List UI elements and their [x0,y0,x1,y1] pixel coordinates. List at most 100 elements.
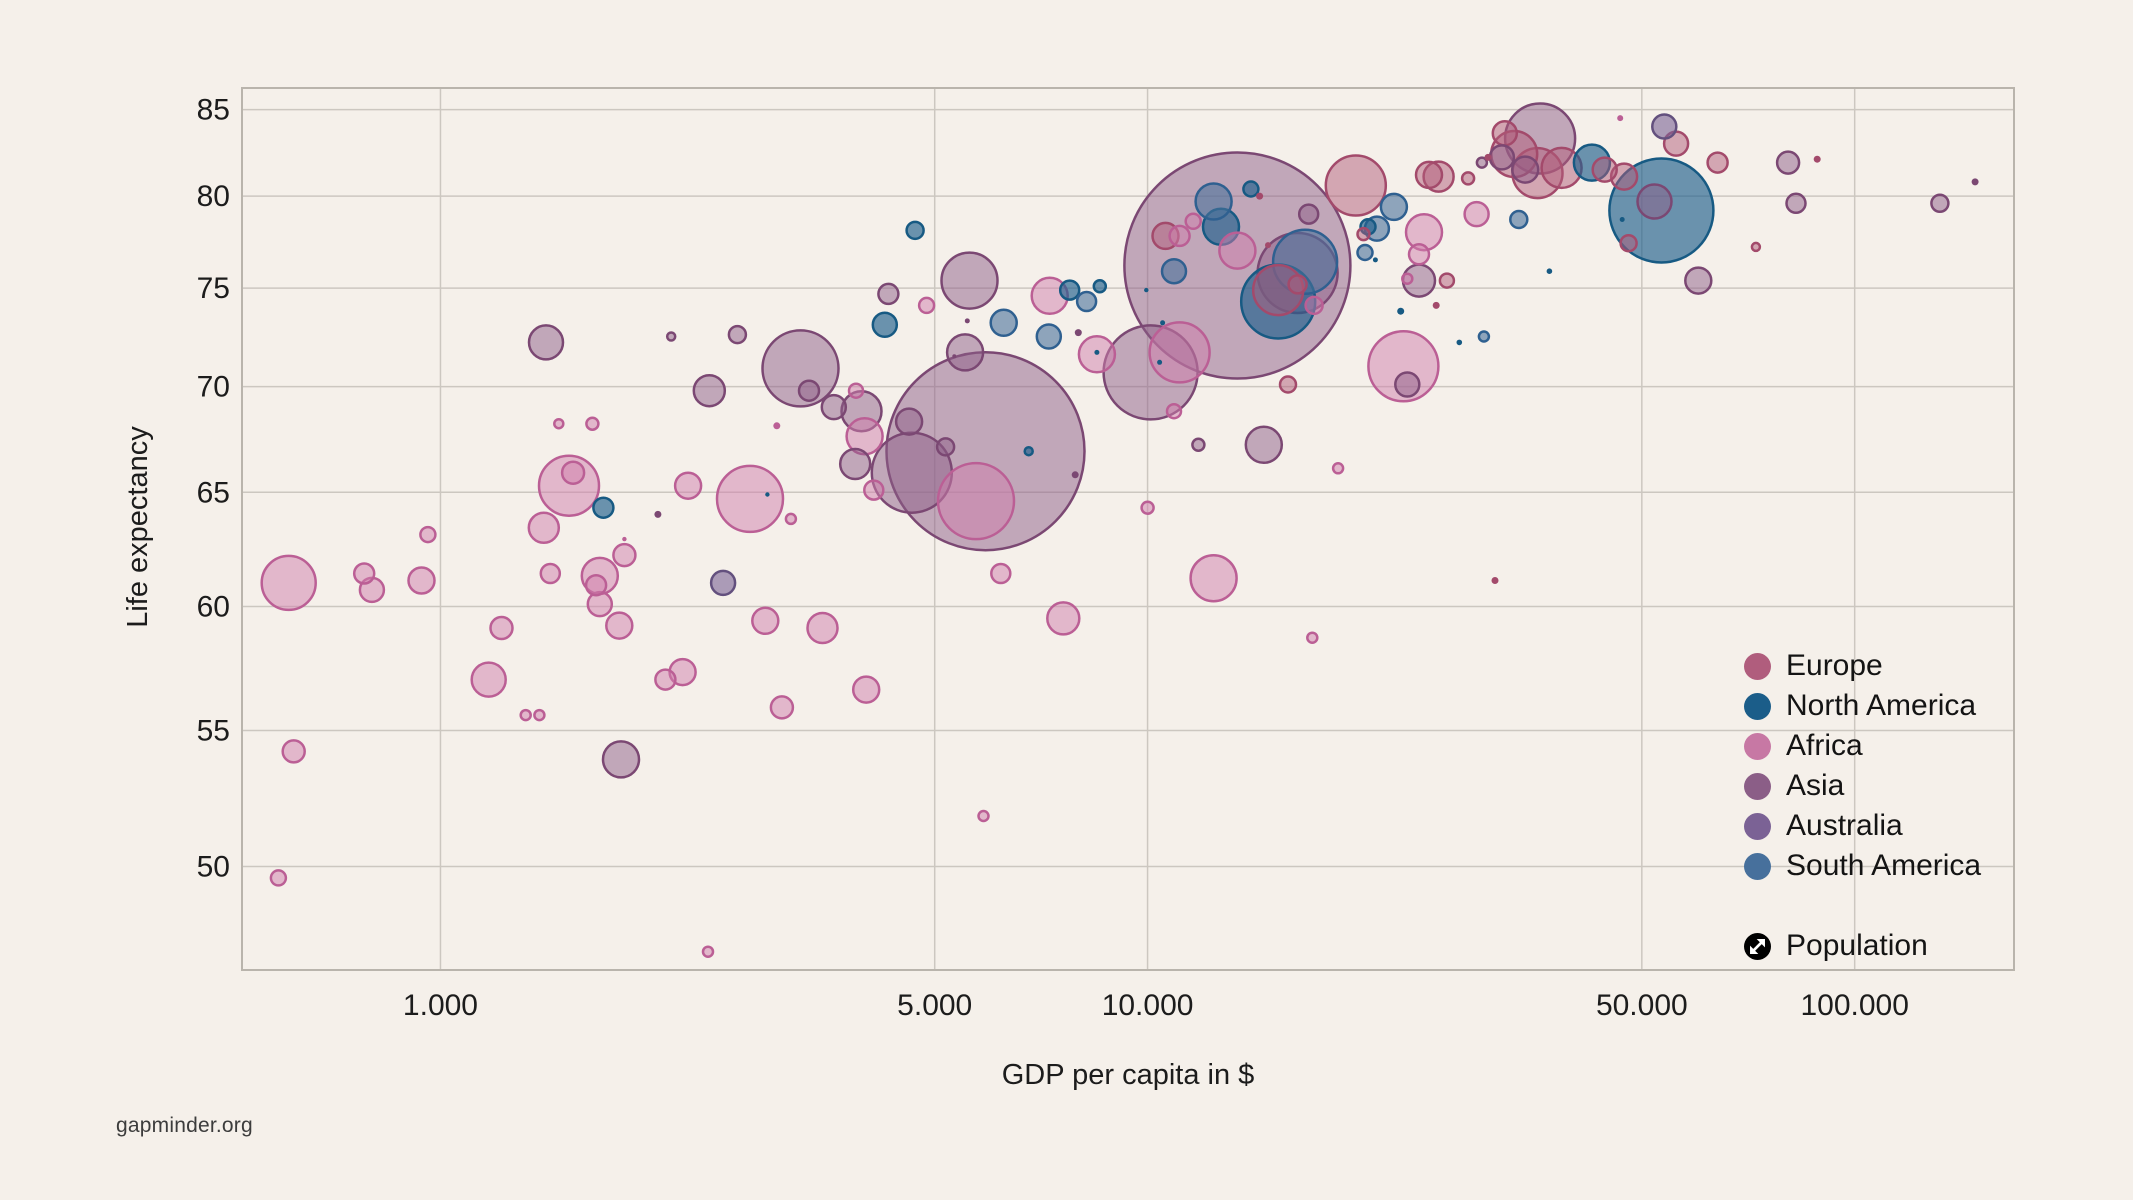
bubble-africa[interactable] [269,869,288,887]
bubble-north-america[interactable] [871,311,899,339]
bubble-asia[interactable] [1071,471,1079,479]
bubble-asia[interactable] [894,407,924,436]
bubble-south-america[interactable] [1379,192,1409,222]
bubble-south-america[interactable] [1160,257,1188,285]
bubble-africa[interactable] [533,708,546,722]
bubble-asia[interactable] [945,333,985,372]
bubble-asia[interactable] [1475,156,1489,169]
bubble-europe[interactable] [1491,120,1519,147]
bubble-asia[interactable] [665,331,677,342]
bubble-europe[interactable] [1324,154,1388,217]
bubble-africa[interactable] [863,479,885,501]
bubble-australia[interactable] [709,569,737,597]
bubble-africa[interactable] [1304,295,1324,316]
bubble-north-america[interactable] [1242,180,1260,198]
legend-item-europe[interactable]: Europe [1744,646,1981,686]
bubble-asia[interactable] [935,437,956,457]
bubble-africa[interactable] [281,739,306,764]
bubble-australia[interactable] [1651,113,1678,140]
bubble-asia[interactable] [952,354,957,359]
bubble-asia[interactable] [1775,150,1801,175]
bubble-africa[interactable] [1401,272,1414,285]
bubble-asia[interactable] [654,510,662,518]
bubble-south-america[interactable] [1075,290,1098,313]
bubble-south-america[interactable] [1509,209,1529,230]
bubble-europe[interactable] [1750,241,1762,253]
bubble-north-america[interactable] [905,220,925,241]
bubble-africa[interactable] [1140,500,1155,515]
bubble-asia[interactable] [1684,266,1713,295]
bubble-europe[interactable] [1438,272,1456,289]
bubble-north-america[interactable] [1397,307,1405,315]
bubble-africa[interactable] [1306,631,1319,644]
bubble-africa[interactable] [784,512,798,526]
bubble-africa[interactable] [352,562,376,585]
bubble-africa[interactable] [715,464,785,534]
bubble-south-america[interactable] [1035,323,1063,350]
branding-link[interactable]: gapminder.org [116,1114,253,1137]
bubble-asia[interactable] [1244,425,1284,465]
bubble-africa[interactable] [1184,212,1202,231]
bubble-africa[interactable] [769,695,795,720]
bubble-south-america[interactable] [1356,243,1374,262]
legend-item-north_america[interactable]: North America [1744,686,1981,726]
bubble-africa[interactable] [527,511,561,545]
bubble-asia[interactable] [601,740,641,779]
bubble-africa[interactable] [560,460,586,485]
bubble-europe[interactable] [1491,577,1499,584]
bubble-asia[interactable] [692,373,727,408]
bubble-north-america[interactable] [1157,359,1163,365]
bubble-europe[interactable] [1414,160,1444,190]
bubble-africa[interactable] [585,416,600,431]
bubble-asia[interactable] [940,251,999,310]
bubble-africa[interactable] [806,611,839,645]
bubble-africa[interactable] [751,606,780,636]
bubble-africa[interactable] [1165,402,1183,420]
bubble-africa[interactable] [1463,200,1490,228]
bubble-south-america[interactable] [989,308,1018,338]
bubble-north-america[interactable] [1058,279,1081,301]
bubble-europe[interactable] [1619,233,1638,253]
bubble-africa[interactable] [553,417,565,430]
bubble-south-america[interactable] [1477,330,1491,343]
bubble-europe[interactable] [1706,151,1729,174]
bubble-asia[interactable] [527,324,565,361]
bubble-north-america[interactable] [1160,320,1166,326]
bubble-asia[interactable] [877,282,900,306]
bubble-europe[interactable] [1256,192,1264,200]
bubble-asia[interactable] [1510,155,1540,184]
bubble-asia[interactable] [838,447,872,481]
bubble-africa[interactable] [1367,330,1440,403]
bubble-africa[interactable] [1168,224,1191,248]
bubble-north-america[interactable] [1619,217,1625,222]
legend-item-asia[interactable]: Asia [1744,766,1981,806]
bubble-africa[interactable] [260,554,317,612]
bubble-north-america[interactable] [1094,349,1100,355]
bubble-africa[interactable] [419,525,437,544]
legend-item-south_america[interactable]: South America [1744,846,1981,886]
bubble-asia[interactable] [1930,193,1950,214]
bubble-south-america[interactable] [1194,182,1233,221]
bubble-africa[interactable] [977,809,990,823]
bubble-north-america[interactable] [1372,257,1378,263]
bubble-asia[interactable] [964,318,970,324]
bubble-north-america[interactable] [1546,268,1553,275]
bubble-asia[interactable] [797,379,821,402]
bubble-asia[interactable] [1971,178,1979,186]
bubble-africa[interactable] [539,562,562,585]
bubble-africa[interactable] [1331,462,1345,475]
bubble-north-america[interactable] [1456,339,1463,346]
bubble-africa[interactable] [489,615,514,641]
bubble-africa[interactable] [673,471,703,500]
bubble-asia[interactable] [1394,371,1421,398]
bubble-africa[interactable] [605,611,634,640]
bubble-asia[interactable] [1074,329,1082,337]
bubble-africa[interactable] [773,422,781,430]
bubble-africa[interactable] [917,296,936,315]
bubble-europe[interactable] [1278,375,1298,394]
bubble-africa[interactable] [519,708,532,722]
bubble-africa[interactable] [1148,321,1211,384]
bubble-asia[interactable] [1191,437,1206,453]
bubble-africa[interactable] [407,566,436,595]
bubble-asia[interactable] [727,324,748,345]
